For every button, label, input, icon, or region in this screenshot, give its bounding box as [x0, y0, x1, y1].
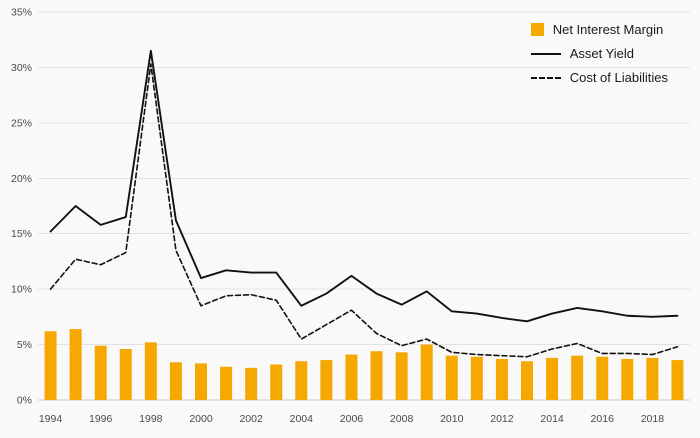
- svg-text:2006: 2006: [340, 413, 364, 425]
- svg-text:0%: 0%: [17, 395, 32, 407]
- legend-item-asset-yield: Asset Yield: [530, 46, 668, 61]
- svg-text:25%: 25%: [11, 117, 32, 129]
- svg-text:30%: 30%: [11, 62, 32, 74]
- svg-text:2010: 2010: [440, 413, 464, 425]
- solid-line-swatch-icon: [530, 52, 561, 55]
- svg-text:10%: 10%: [11, 284, 32, 296]
- legend-label: Cost of Liabilities: [569, 70, 668, 85]
- svg-text:1998: 1998: [139, 413, 163, 425]
- svg-text:20%: 20%: [11, 173, 32, 185]
- svg-text:15%: 15%: [11, 228, 32, 240]
- legend-label: Net Interest Margin: [552, 22, 664, 37]
- dashed-line-swatch-icon: [530, 76, 561, 79]
- svg-text:2012: 2012: [490, 413, 514, 425]
- svg-text:2014: 2014: [540, 413, 564, 425]
- svg-text:5%: 5%: [17, 339, 32, 351]
- svg-text:2018: 2018: [641, 413, 665, 425]
- svg-text:2002: 2002: [239, 413, 263, 425]
- legend-item-cost-of-liabilities: Cost of Liabilities: [530, 70, 668, 85]
- bar-swatch-icon: [530, 23, 544, 36]
- svg-text:2000: 2000: [189, 413, 213, 425]
- legend-label: Asset Yield: [569, 46, 635, 61]
- svg-text:35%: 35%: [11, 7, 32, 19]
- svg-text:1994: 1994: [39, 413, 63, 425]
- legend: Net Interest Margin Asset Yield Cost of …: [530, 22, 668, 85]
- svg-text:2004: 2004: [290, 413, 314, 425]
- legend-item-net-interest-margin: Net Interest Margin: [530, 22, 668, 37]
- svg-text:1996: 1996: [89, 413, 113, 425]
- svg-text:2008: 2008: [390, 413, 414, 425]
- svg-text:2016: 2016: [591, 413, 615, 425]
